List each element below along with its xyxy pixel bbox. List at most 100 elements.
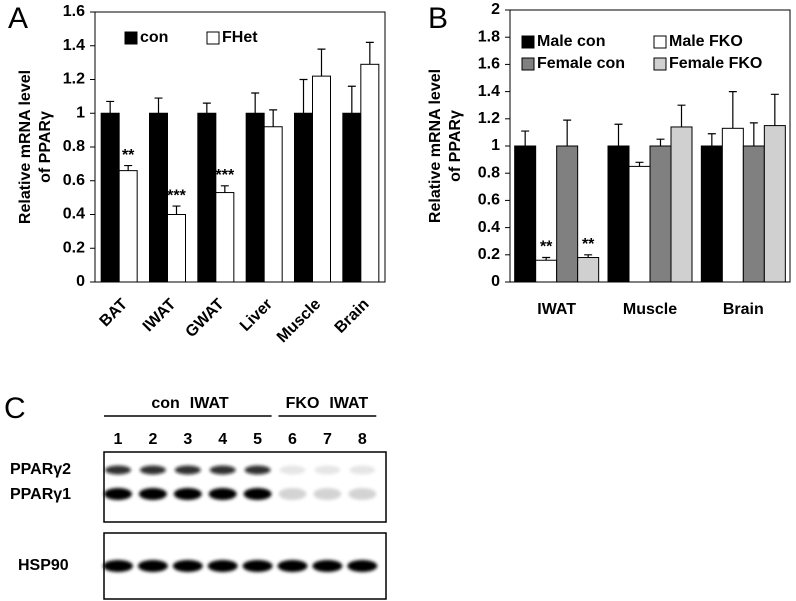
y-tick-label: 0 — [76, 273, 85, 290]
blot-band — [103, 560, 133, 572]
bar — [167, 214, 186, 283]
blot-band — [347, 560, 378, 572]
error-bar — [172, 205, 181, 215]
legend-swatch — [653, 35, 667, 49]
error-bar — [124, 164, 133, 171]
legend-label: Female FKO — [669, 55, 762, 72]
blot-band — [279, 465, 306, 475]
lane-number: 3 — [183, 431, 192, 448]
bar — [294, 112, 313, 283]
blot-band — [242, 560, 273, 572]
y-tick-label: 1.2 — [478, 110, 500, 127]
y-tick-label: 1.8 — [478, 28, 500, 45]
bar — [556, 145, 579, 283]
bar — [628, 165, 651, 283]
error-bar — [347, 85, 356, 114]
band-label: PPARγ1 — [10, 486, 71, 503]
lane-number: 2 — [148, 431, 157, 448]
lane-number: 5 — [253, 431, 262, 448]
bar — [149, 112, 168, 283]
blot-band — [174, 465, 201, 475]
bar — [514, 145, 537, 283]
blot-band — [313, 488, 342, 500]
error-bar — [677, 104, 686, 127]
error-bar — [365, 41, 374, 65]
y-tick-label: 1.4 — [63, 37, 85, 54]
blot-band — [277, 560, 308, 572]
bar — [342, 112, 362, 283]
x-tick-label: Muscle — [274, 296, 324, 346]
error-bar — [635, 161, 644, 167]
x-tick-label: GWAT — [183, 296, 228, 341]
x-tick-label: IWAT — [140, 296, 180, 336]
x-tick-label: Liver — [237, 296, 276, 335]
panel-label: C — [4, 392, 26, 425]
error-bar — [269, 109, 278, 127]
bar — [100, 112, 120, 283]
legend-swatch — [653, 57, 667, 71]
bar — [721, 127, 744, 283]
blot-band — [349, 465, 376, 475]
bar — [118, 170, 138, 283]
error-bar — [521, 130, 530, 146]
bar — [263, 126, 283, 283]
group-label: IWAT — [190, 395, 229, 412]
significance-label: ** — [582, 236, 595, 253]
lane-number: 7 — [323, 431, 332, 448]
error-bar — [317, 48, 326, 77]
blot-band — [278, 488, 307, 500]
error-bar — [770, 93, 779, 126]
error-bar — [749, 122, 758, 146]
legend-swatch — [206, 31, 220, 45]
blot-band — [137, 560, 168, 572]
y-tick-label: 0.2 — [63, 239, 85, 256]
significance-label: *** — [215, 167, 234, 184]
band-label: PPARγ2 — [10, 461, 71, 478]
x-tick-label: Muscle — [623, 301, 677, 318]
blot-band — [314, 465, 341, 475]
bar — [245, 112, 265, 283]
legend-swatch — [521, 57, 535, 71]
blot-band — [207, 560, 238, 572]
blot-band — [104, 488, 132, 500]
y-tick-label: 1.6 — [63, 3, 85, 20]
lane-number: 6 — [288, 431, 297, 448]
legend-swatch — [124, 31, 138, 45]
legend-label: Male con — [537, 33, 605, 50]
y-axis-label: Relative mRNA level — [427, 69, 444, 223]
lane-number: 4 — [218, 431, 227, 448]
significance-label: ** — [122, 147, 135, 164]
y-tick-label: 0.4 — [478, 219, 500, 236]
error-bar — [220, 185, 229, 193]
bar — [215, 192, 235, 283]
bar — [649, 145, 672, 283]
blot-band — [312, 560, 343, 572]
y-tick-label: 0.6 — [63, 172, 85, 189]
group-label: IWAT — [329, 395, 368, 412]
x-tick-label: Brain — [723, 301, 764, 318]
significance-label: ** — [540, 239, 553, 256]
blot-band — [348, 488, 377, 500]
bar — [670, 126, 693, 283]
legend-label: Male FKO — [669, 33, 743, 50]
y-tick-label: 1 — [491, 137, 500, 154]
error-bar — [584, 254, 593, 258]
blot-band — [209, 465, 236, 475]
blot-band — [138, 488, 167, 500]
error-bar — [614, 123, 623, 146]
y-tick-label: 0.4 — [63, 206, 85, 223]
blot-frame — [103, 532, 387, 600]
y-tick-label: 0.6 — [478, 192, 500, 209]
error-bar — [299, 78, 308, 114]
bar — [700, 145, 723, 283]
x-tick-label: IWAT — [537, 301, 576, 318]
significance-label: *** — [167, 187, 186, 204]
y-tick-label: 0.8 — [478, 164, 500, 181]
blot-band — [139, 465, 166, 475]
y-tick-label: 1 — [76, 104, 85, 121]
group-label: FKO — [286, 395, 320, 412]
y-tick-label: 0.2 — [478, 246, 500, 263]
x-tick-label: BAT — [97, 296, 132, 331]
error-bar — [154, 97, 163, 114]
